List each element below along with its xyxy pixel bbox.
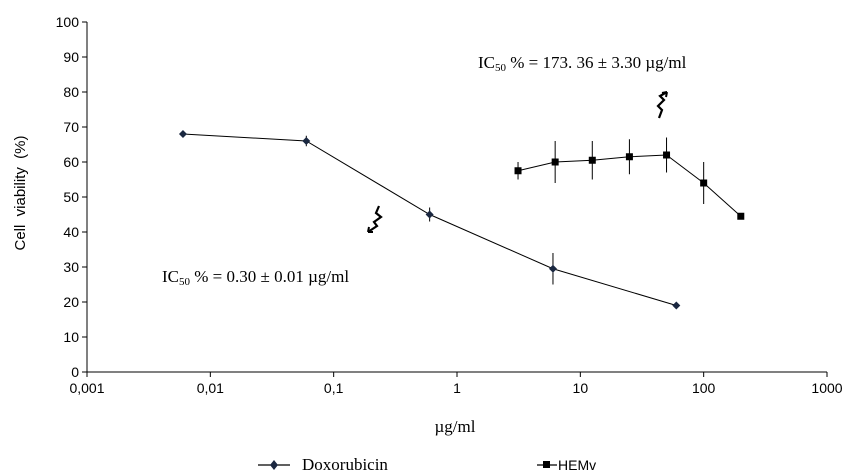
- ic50-hemv-annotation: IC50 % = 173. 36 ± 3.30 µg/ml: [478, 53, 687, 74]
- y-tick-label: 70: [63, 119, 79, 135]
- series-layer: [178, 130, 745, 310]
- y-tick-label: 0: [71, 364, 79, 380]
- data-point: [551, 158, 559, 166]
- squiggle-arrow-down-icon: [367, 205, 383, 233]
- squiggle-arrow-up-icon: [656, 91, 668, 119]
- x-tick-label: 0,001: [69, 380, 104, 396]
- legend-label-hemv: HEMv: [558, 457, 596, 473]
- ticks: 0 10 20 30 40 50 60 70 80 90 100 0,001 0,01 0,1 1 10 100…: [56, 14, 843, 396]
- legend-item-hemv: HEMv: [537, 457, 596, 473]
- y-axis-label: Cell viability (%): [12, 135, 29, 250]
- data-point: [700, 179, 708, 187]
- x-tick-label: 1: [453, 380, 461, 396]
- x-tick-label: 100: [692, 380, 716, 396]
- x-axis-label: µg/ml: [435, 417, 476, 436]
- data-point: [514, 167, 522, 175]
- x-tick-label: 0,1: [324, 380, 344, 396]
- data-point: [672, 301, 681, 310]
- y-tick-label: 10: [63, 329, 79, 345]
- legend-label-doxorubicin: Doxorubicin: [302, 455, 388, 474]
- data-point: [178, 130, 187, 138]
- data-point: [737, 212, 745, 220]
- x-tick-label: 0,01: [197, 380, 224, 396]
- data-point: [588, 156, 596, 164]
- x-tick-label: 10: [573, 380, 589, 396]
- y-tick-label: 20: [63, 294, 79, 310]
- series-doxorubicin: [178, 130, 681, 310]
- data-point: [625, 153, 633, 161]
- y-tick-label: 60: [63, 154, 79, 170]
- data-point: [302, 137, 311, 145]
- y-tick-label: 80: [63, 84, 79, 100]
- y-tick-label: 50: [63, 189, 79, 205]
- axes: [86, 22, 827, 373]
- data-point: [425, 210, 434, 219]
- y-tick-label: 40: [63, 224, 79, 240]
- series-hemv: [514, 137, 745, 220]
- y-tick-label: 100: [56, 14, 80, 30]
- legend-item-doxorubicin: Doxorubicin: [258, 455, 388, 474]
- data-point: [548, 264, 557, 273]
- x-tick-label: 1000: [811, 380, 842, 396]
- legend: Doxorubicin HEMv: [258, 455, 596, 474]
- y-tick-label: 90: [63, 49, 79, 65]
- data-point: [663, 151, 671, 159]
- y-tick-label: 30: [63, 259, 79, 275]
- ic50-dox-annotation: IC50 % = 0.30 ± 0.01 µg/ml: [162, 267, 349, 288]
